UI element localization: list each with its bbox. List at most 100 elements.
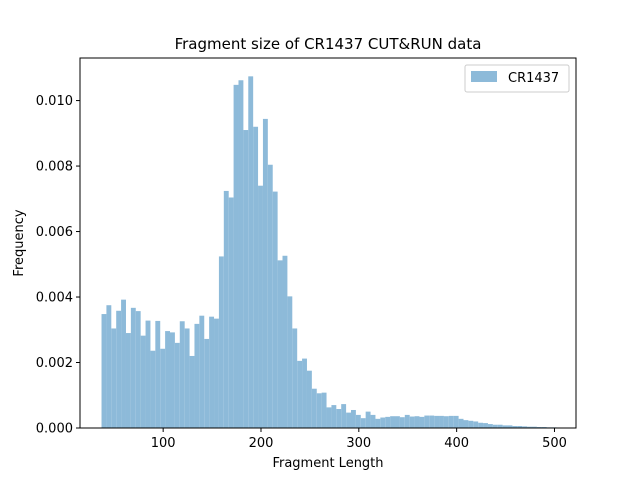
histogram-bar [135,311,141,428]
histogram-bar [502,425,508,428]
histogram-bar [165,331,171,428]
histogram-bar [350,409,356,428]
histogram-bar [130,307,136,428]
histogram-bar [448,415,454,428]
histogram-bar [478,422,484,428]
histogram-bar [487,424,493,428]
histogram-bar [439,415,444,428]
histogram-bar [331,405,337,428]
histogram-bar [390,416,396,428]
bars-group [101,76,557,429]
histogram-bar [116,310,122,428]
x-tick-label: 200 [249,436,274,451]
histogram-bar [527,426,532,428]
histogram-bar [409,416,415,428]
y-tick-label: 0.000 [36,422,73,437]
histogram-bar [287,296,293,428]
histogram-bar [292,328,298,428]
histogram-bar [174,342,180,428]
x-tick-label: 500 [542,436,567,451]
legend: CR1437 [464,64,570,93]
histogram-bar [267,164,273,429]
histogram-bar [419,416,425,428]
histogram-bar [531,426,537,428]
chart-title: Fragment size of CR1437 CUT&RUN data [175,35,482,53]
histogram-bar [370,414,376,428]
histogram-bar [282,255,288,428]
histogram-bar [336,409,342,428]
histogram-bar [199,315,205,428]
histogram-bar [429,415,435,428]
histogram-bar [248,76,254,429]
y-tick-label: 0.004 [36,291,73,306]
histogram-bar [321,392,327,428]
histogram-bar [360,418,366,428]
histogram-bar [297,360,303,428]
histogram-bar [380,417,386,428]
x-axis-label: Fragment Length [272,456,383,471]
histogram-bar [414,416,420,428]
histogram-bar [522,426,528,428]
histogram-bar [424,415,430,428]
histogram-bar [395,416,400,428]
x-tick-label: 100 [151,436,176,451]
y-axis-label: Frequency [12,209,27,276]
histogram-bar [517,426,523,428]
histogram-bar [311,388,317,428]
histogram-bar [468,420,474,428]
histogram-bar [238,80,244,428]
histogram-bar [145,320,151,428]
histogram-bar [179,321,185,428]
histogram-bar [316,393,322,428]
histogram-bar [258,185,263,428]
y-tick-label: 0.006 [36,225,73,240]
histogram-bar [512,426,518,428]
histogram-bar [101,314,107,428]
histogram-bar [106,305,112,428]
histogram-bar [453,415,459,428]
histogram-bar [346,412,351,428]
histogram-bar [150,350,156,428]
histogram-bar [399,417,405,428]
histogram-bar [253,126,259,429]
histogram-bar [497,424,503,428]
histogram-bar [125,333,131,428]
histogram-bar [355,414,361,428]
histogram-bar [385,416,391,428]
y-tick-label: 0.002 [36,356,73,371]
histogram-bar [463,420,469,428]
histogram-bar [218,256,224,428]
histogram-bar [121,299,126,428]
histogram-bar [243,130,249,428]
y-axis-ticks: 0.000 0.002 0.004 0.006 0.008 0.010 [36,94,80,437]
y-tick-label: 0.008 [36,160,73,175]
histogram-bar [160,348,166,428]
histogram-bar [458,418,464,428]
histogram-bar [194,323,200,428]
y-tick-label: 0.010 [36,94,73,109]
x-tick-label: 400 [444,436,469,451]
histogram-bar [302,358,307,428]
histogram-bar [375,418,381,428]
histogram-bar [223,190,229,428]
histogram-bar [111,328,117,428]
histogram-bar [326,407,332,428]
histogram-bar [262,118,268,429]
histogram-bar [306,370,312,428]
histogram-bar [483,423,488,428]
histogram-bar [214,318,219,428]
histogram-bar [272,191,278,428]
histogram-bar [233,84,239,429]
x-axis-ticks: 100 200 300 400 500 [151,428,567,451]
histogram-bar [277,260,283,428]
histogram-bar [434,415,440,428]
histogram-bar [492,424,498,428]
histogram-bar [184,328,190,428]
histogram-bar [140,335,146,428]
plot-frame [79,57,577,429]
histogram-bar [189,355,195,428]
histogram-bar [473,421,479,428]
histogram-bar [204,338,210,428]
histogram-bar [155,320,161,428]
